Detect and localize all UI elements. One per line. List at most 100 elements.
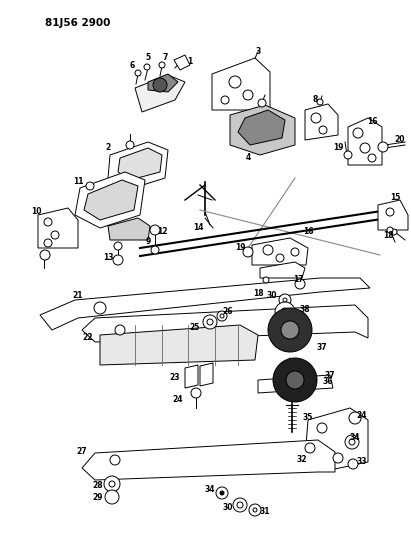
Circle shape bbox=[233, 498, 247, 512]
Circle shape bbox=[283, 298, 287, 302]
Text: 24: 24 bbox=[357, 410, 367, 419]
Circle shape bbox=[317, 99, 323, 105]
Text: 18: 18 bbox=[253, 289, 263, 298]
Text: 32: 32 bbox=[297, 456, 307, 464]
Text: 36: 36 bbox=[323, 377, 333, 386]
Polygon shape bbox=[378, 200, 408, 230]
Circle shape bbox=[126, 141, 134, 149]
Circle shape bbox=[286, 371, 304, 389]
Polygon shape bbox=[260, 262, 305, 278]
Polygon shape bbox=[100, 325, 258, 365]
Circle shape bbox=[115, 325, 125, 335]
Text: 17: 17 bbox=[293, 276, 303, 285]
Circle shape bbox=[150, 225, 160, 235]
Circle shape bbox=[349, 439, 355, 445]
Circle shape bbox=[243, 247, 253, 257]
Circle shape bbox=[348, 459, 358, 469]
Circle shape bbox=[353, 128, 363, 138]
Circle shape bbox=[220, 491, 224, 495]
Text: 3: 3 bbox=[255, 47, 261, 56]
Circle shape bbox=[110, 455, 120, 465]
Text: 6: 6 bbox=[129, 61, 135, 70]
Text: 10: 10 bbox=[31, 207, 41, 216]
Circle shape bbox=[276, 254, 284, 262]
Circle shape bbox=[144, 64, 150, 70]
Circle shape bbox=[386, 208, 394, 216]
Text: 33: 33 bbox=[357, 457, 367, 466]
Circle shape bbox=[109, 481, 115, 487]
Circle shape bbox=[207, 319, 213, 325]
Circle shape bbox=[221, 96, 229, 104]
Circle shape bbox=[40, 250, 50, 260]
Polygon shape bbox=[108, 142, 168, 190]
Circle shape bbox=[281, 308, 289, 316]
Text: 16: 16 bbox=[303, 228, 313, 237]
Text: 30: 30 bbox=[223, 504, 233, 513]
Polygon shape bbox=[252, 238, 308, 265]
Text: 24: 24 bbox=[173, 395, 183, 405]
Polygon shape bbox=[84, 180, 138, 220]
Text: 15: 15 bbox=[390, 193, 400, 203]
Circle shape bbox=[360, 143, 370, 153]
Circle shape bbox=[273, 358, 317, 402]
Circle shape bbox=[105, 490, 119, 504]
Circle shape bbox=[305, 443, 315, 453]
Polygon shape bbox=[185, 365, 198, 388]
Text: 30: 30 bbox=[267, 292, 277, 301]
Polygon shape bbox=[82, 440, 335, 480]
Polygon shape bbox=[75, 172, 145, 228]
Text: 13: 13 bbox=[103, 254, 113, 262]
Polygon shape bbox=[305, 408, 368, 470]
Text: 81J56 2900: 81J56 2900 bbox=[45, 18, 111, 28]
Polygon shape bbox=[200, 363, 213, 386]
Polygon shape bbox=[40, 278, 370, 330]
Circle shape bbox=[317, 423, 327, 433]
Circle shape bbox=[114, 242, 122, 250]
Polygon shape bbox=[230, 105, 295, 155]
Text: 35: 35 bbox=[303, 414, 313, 423]
Circle shape bbox=[333, 453, 343, 463]
Text: 31: 31 bbox=[260, 507, 270, 516]
Text: 23: 23 bbox=[170, 374, 180, 383]
Circle shape bbox=[263, 277, 269, 283]
Text: 1: 1 bbox=[187, 58, 193, 67]
Circle shape bbox=[151, 246, 159, 254]
Polygon shape bbox=[135, 75, 185, 112]
Text: 34: 34 bbox=[205, 486, 215, 495]
Circle shape bbox=[44, 239, 52, 247]
Circle shape bbox=[349, 412, 361, 424]
Text: 20: 20 bbox=[395, 135, 405, 144]
Text: 38: 38 bbox=[300, 305, 310, 314]
Polygon shape bbox=[212, 58, 270, 110]
Text: 21: 21 bbox=[73, 292, 83, 301]
Text: 34: 34 bbox=[350, 433, 360, 442]
Text: 37: 37 bbox=[317, 343, 327, 352]
Circle shape bbox=[281, 321, 299, 339]
Text: 7: 7 bbox=[162, 52, 168, 61]
Circle shape bbox=[279, 294, 291, 306]
Polygon shape bbox=[258, 375, 333, 393]
Circle shape bbox=[135, 70, 141, 76]
Text: 5: 5 bbox=[145, 53, 150, 62]
Circle shape bbox=[391, 229, 397, 235]
Text: 26: 26 bbox=[223, 308, 233, 317]
Circle shape bbox=[291, 248, 299, 256]
Text: 28: 28 bbox=[93, 481, 103, 489]
Circle shape bbox=[203, 315, 217, 329]
Circle shape bbox=[94, 302, 106, 314]
Text: 22: 22 bbox=[83, 334, 93, 343]
Polygon shape bbox=[108, 218, 150, 240]
Circle shape bbox=[263, 245, 273, 255]
Circle shape bbox=[249, 504, 261, 516]
Text: 12: 12 bbox=[157, 228, 167, 237]
Circle shape bbox=[268, 308, 312, 352]
Text: 11: 11 bbox=[73, 177, 83, 187]
Circle shape bbox=[51, 231, 59, 239]
Polygon shape bbox=[38, 208, 78, 248]
Circle shape bbox=[243, 90, 253, 100]
Circle shape bbox=[387, 227, 393, 233]
Circle shape bbox=[344, 151, 352, 159]
Circle shape bbox=[104, 476, 120, 492]
Circle shape bbox=[345, 435, 359, 449]
Polygon shape bbox=[118, 148, 162, 180]
